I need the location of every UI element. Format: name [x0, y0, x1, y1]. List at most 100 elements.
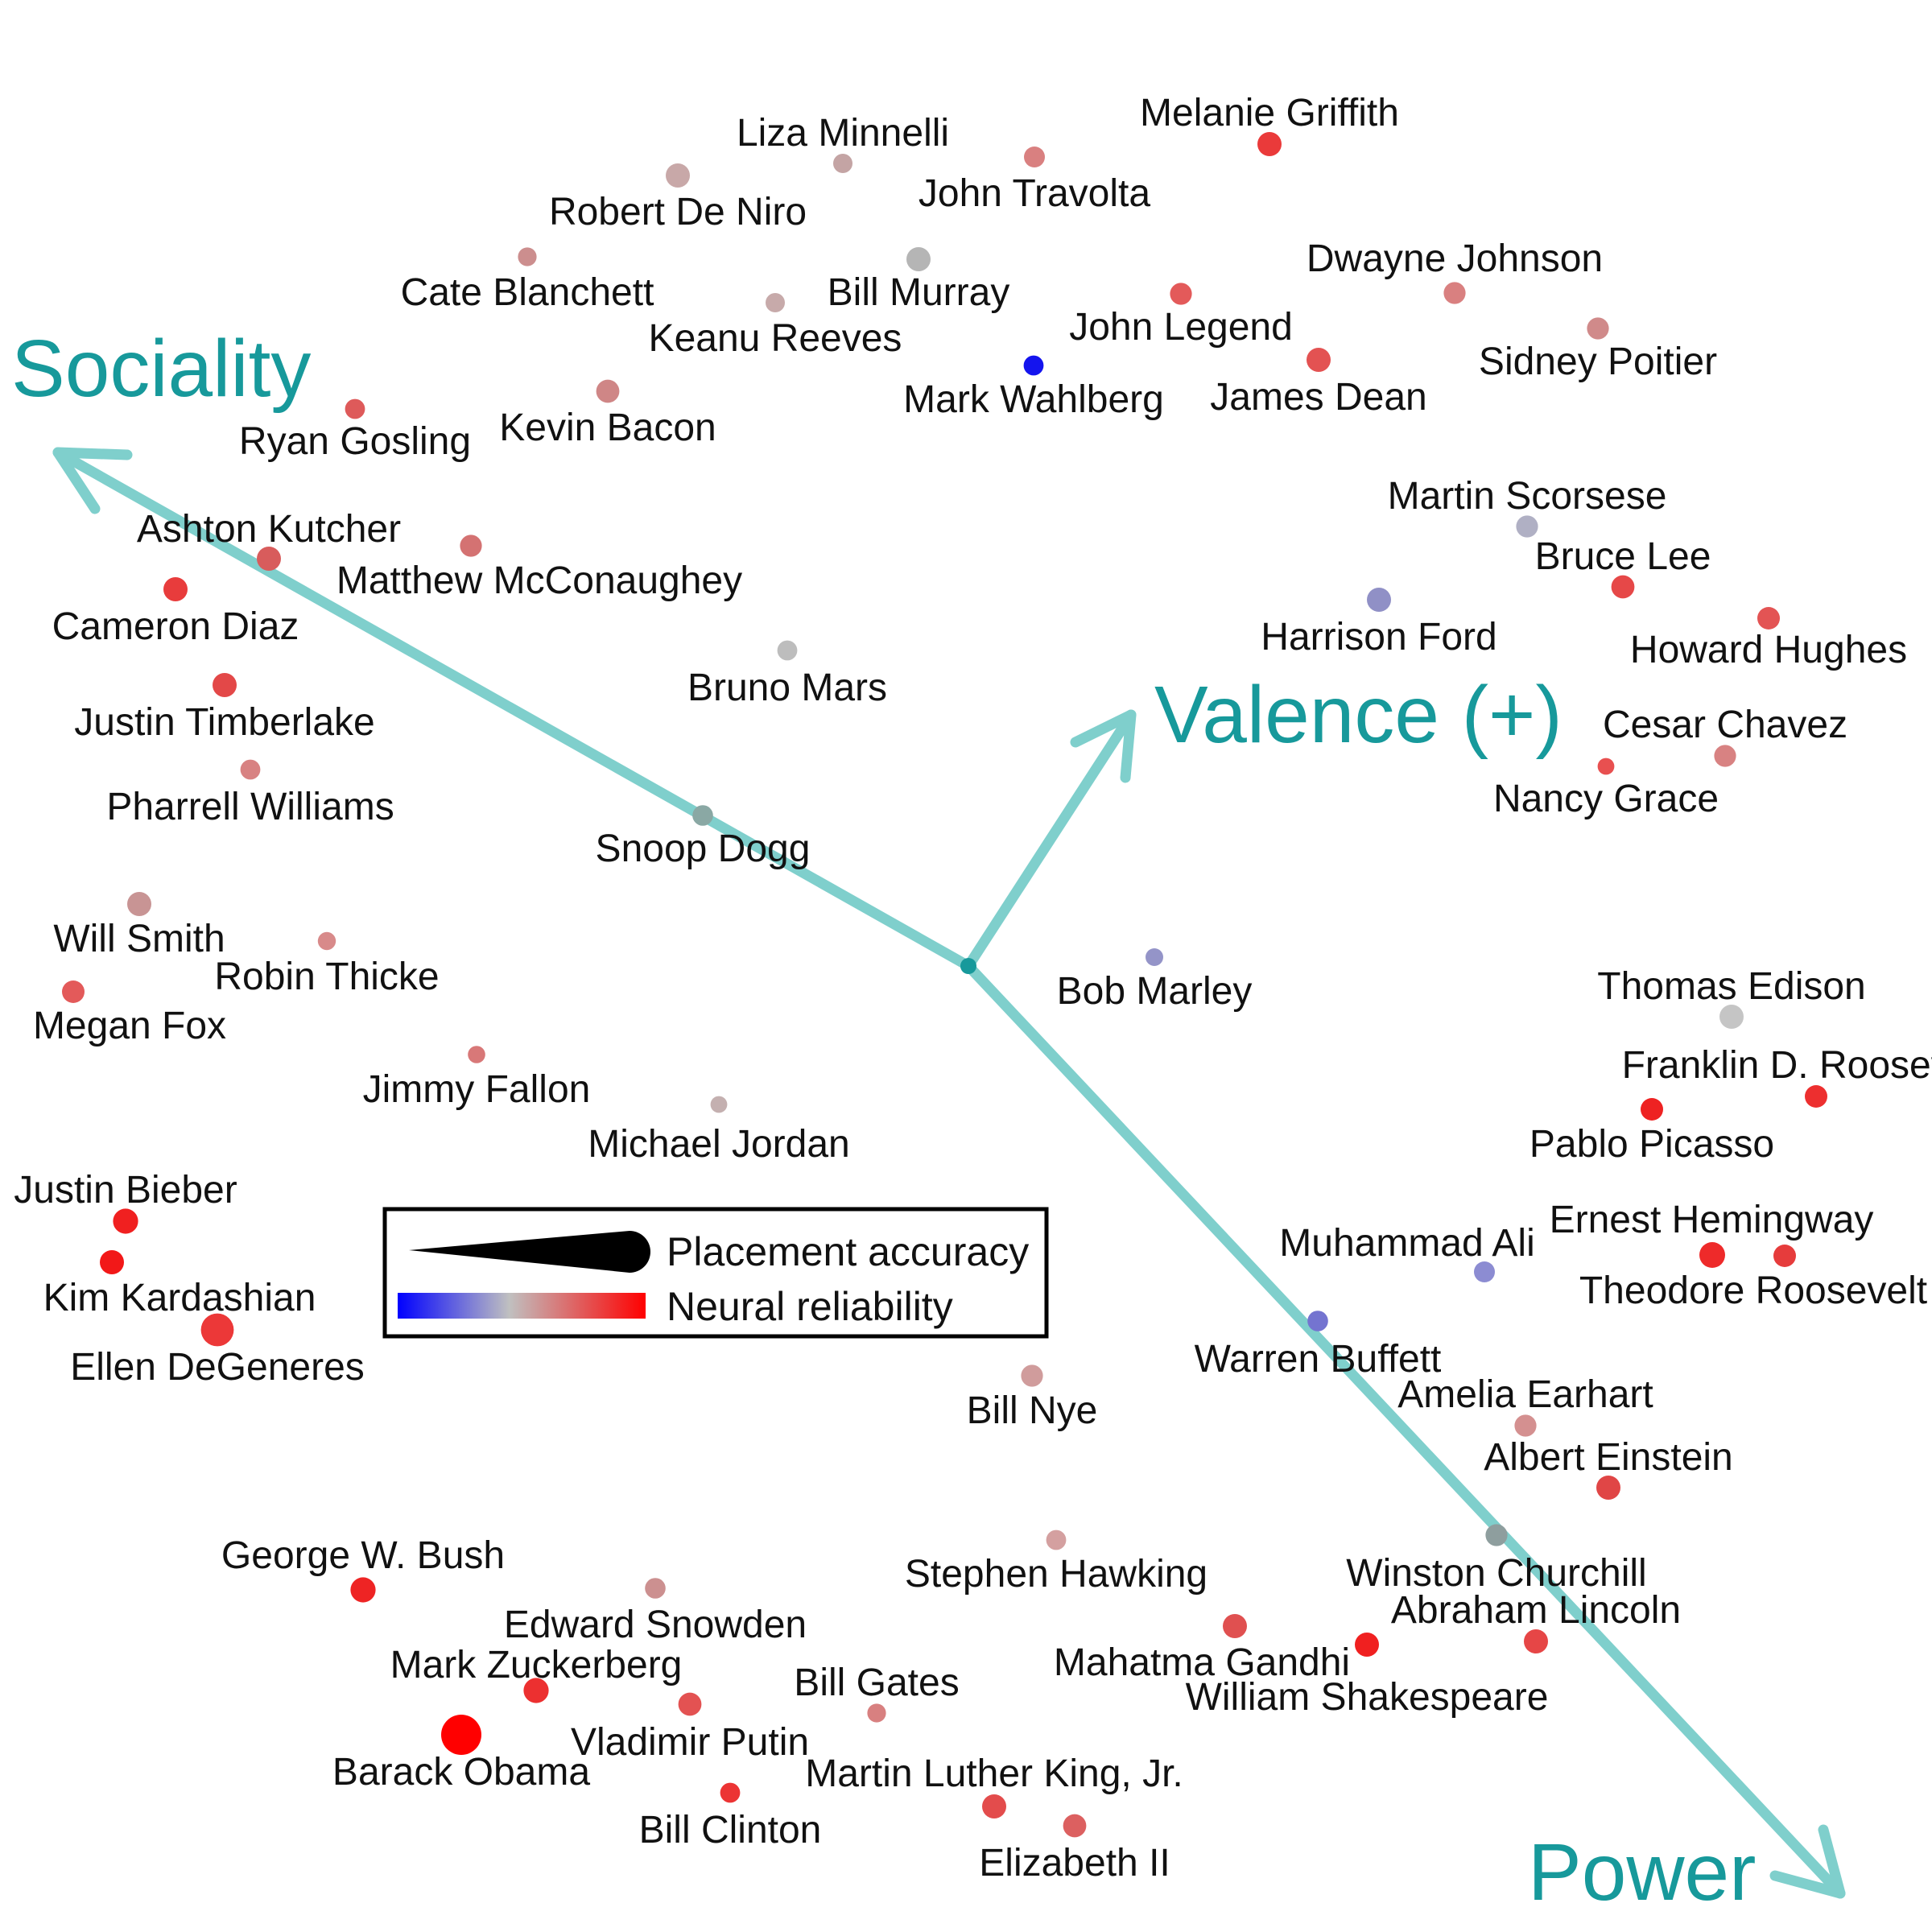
- label-mark-wahlberg: Mark Wahlberg: [903, 378, 1164, 421]
- label-jimmy-fallon: Jimmy Fallon: [363, 1068, 591, 1111]
- label-james-dean: James Dean: [1210, 376, 1426, 419]
- point-bill-murray: [906, 247, 931, 271]
- label-bruce-lee: Bruce Lee: [1535, 535, 1711, 578]
- label-ernest-hemingway: Ernest Hemingway: [1550, 1199, 1874, 1241]
- placement-accuracy-wedge: [409, 1231, 650, 1273]
- label-warren-buffett: Warren Buffett: [1195, 1338, 1442, 1381]
- axes-origin: [960, 958, 976, 974]
- point-theodore-roosevelt: [1773, 1245, 1796, 1267]
- label-keanu-reeves: Keanu Reeves: [649, 317, 902, 360]
- point-edward-snowden: [645, 1578, 666, 1599]
- point-cate-blanchett: [518, 247, 537, 266]
- point-george-w-bush: [350, 1577, 376, 1603]
- point-jimmy-fallon: [468, 1046, 485, 1063]
- label-thomas-edison: Thomas Edison: [1597, 965, 1866, 1008]
- point-justin-timberlake: [213, 673, 237, 697]
- label-mark-zuckerberg: Mark Zuckerberg: [390, 1644, 683, 1686]
- label-cameron-diaz: Cameron Diaz: [52, 605, 299, 648]
- point-bill-clinton: [720, 1782, 741, 1803]
- point-bruce-lee: [1611, 575, 1635, 599]
- point-john-travolta: [1024, 147, 1045, 167]
- point-howard-hughes: [1757, 607, 1780, 630]
- point-kim-kardashian: [100, 1250, 124, 1274]
- legend: Placement accuracy Neural reliability: [382, 1207, 1049, 1339]
- label-mahatma-gandhi: Mahatma Gandhi: [1054, 1641, 1350, 1684]
- point-harrison-ford: [1367, 588, 1391, 612]
- sociality-axis-label: Sociality: [11, 324, 311, 414]
- label-nancy-grace: Nancy Grace: [1493, 778, 1719, 820]
- point-megan-fox: [62, 980, 85, 1003]
- label-cesar-chavez: Cesar Chavez: [1603, 704, 1847, 746]
- label-john-legend: John Legend: [1069, 306, 1293, 349]
- label-martin-luther-king-jr: Martin Luther King, Jr.: [805, 1752, 1183, 1795]
- label-harrison-ford: Harrison Ford: [1261, 616, 1496, 658]
- point-mahatma-gandhi: [1223, 1614, 1247, 1638]
- label-bill-murray: Bill Murray: [828, 271, 1010, 314]
- label-howard-hughes: Howard Hughes: [1630, 629, 1907, 671]
- point-stephen-hawking: [1046, 1530, 1067, 1550]
- point-cameron-diaz: [163, 577, 188, 601]
- point-michael-jordan: [710, 1096, 728, 1113]
- valence-axis-label: Valence (+): [1154, 670, 1563, 760]
- label-pharrell-williams: Pharrell Williams: [106, 786, 394, 828]
- label-vladimir-putin: Vladimir Putin: [571, 1721, 809, 1764]
- point-pablo-picasso: [1641, 1098, 1663, 1121]
- point-barack-obama: [441, 1715, 481, 1755]
- point-albert-einstein: [1596, 1476, 1620, 1500]
- point-melanie-griffith: [1257, 132, 1282, 156]
- label-franklin-d-roosevelt: Franklin D. Roosevelt: [1622, 1044, 1932, 1087]
- label-will-smith: Will Smith: [53, 918, 225, 960]
- point-amelia-earhart: [1514, 1414, 1537, 1437]
- point-pharrell-williams: [240, 759, 261, 780]
- point-ernest-hemingway: [1699, 1242, 1725, 1268]
- label-martin-scorsese: Martin Scorsese: [1388, 475, 1667, 518]
- label-barack-obama: Barack Obama: [332, 1751, 590, 1794]
- label-george-w-bush: George W. Bush: [221, 1534, 505, 1577]
- label-kim-kardashian: Kim Kardashian: [43, 1277, 316, 1319]
- point-will-smith: [127, 892, 151, 916]
- valence-arrowhead: [1070, 709, 1137, 783]
- label-elizabeth-ii: Elizabeth II: [979, 1842, 1170, 1885]
- legend-color-label: Neural reliability: [667, 1284, 953, 1329]
- label-amelia-earhart: Amelia Earhart: [1397, 1373, 1653, 1416]
- label-ellen-degeneres: Ellen DeGeneres: [70, 1346, 365, 1389]
- point-liza-minnelli: [833, 154, 852, 173]
- point-muhammad-ali: [1474, 1261, 1495, 1282]
- point-mark-zuckerberg: [523, 1678, 549, 1703]
- label-abraham-lincoln: Abraham Lincoln: [1391, 1589, 1681, 1632]
- label-john-travolta: John Travolta: [919, 172, 1150, 215]
- label-bruno-mars: Bruno Mars: [687, 667, 887, 709]
- power-arrowhead: [1769, 1824, 1846, 1899]
- label-cate-blanchett: Cate Blanchett: [401, 271, 654, 314]
- point-bill-gates: [867, 1703, 886, 1723]
- point-martin-scorsese: [1516, 515, 1538, 538]
- point-justin-bieber: [113, 1208, 138, 1234]
- point-nancy-grace: [1597, 758, 1615, 775]
- label-snoop-dogg: Snoop Dogg: [596, 828, 811, 870]
- point-martin-luther-king-jr: [982, 1794, 1006, 1818]
- label-pablo-picasso: Pablo Picasso: [1530, 1123, 1774, 1166]
- neural-reliability-gradient: [398, 1293, 646, 1319]
- label-ashton-kutcher: Ashton Kutcher: [137, 508, 401, 551]
- point-bruno-mars: [777, 640, 798, 661]
- power-axis-label: Power: [1528, 1827, 1756, 1918]
- point-abraham-lincoln: [1524, 1629, 1548, 1653]
- point-bob-marley: [1146, 948, 1163, 966]
- valence-axis-arrow: [963, 709, 1137, 972]
- labels-group: Melanie Griffith Liza Minnelli John Travol…: [14, 92, 1932, 1885]
- label-edward-snowden: Edward Snowden: [504, 1604, 807, 1646]
- label-liza-minnelli: Liza Minnelli: [737, 112, 949, 155]
- legend-size-label: Placement accuracy: [667, 1229, 1029, 1274]
- label-bill-nye: Bill Nye: [967, 1389, 1098, 1432]
- point-warren-buffett: [1307, 1311, 1328, 1331]
- label-justin-timberlake: Justin Timberlake: [74, 701, 374, 744]
- label-dwayne-johnson: Dwayne Johnson: [1307, 237, 1603, 280]
- point-cesar-chavez: [1714, 745, 1736, 767]
- points-group: [62, 132, 1827, 1838]
- point-franklin-d-roosevelt: [1805, 1085, 1827, 1108]
- point-james-dean: [1307, 348, 1331, 372]
- sociality-arrowhead: [52, 447, 133, 514]
- label-ryan-gosling: Ryan Gosling: [239, 420, 471, 463]
- label-megan-fox: Megan Fox: [33, 1005, 226, 1047]
- label-justin-bieber: Justin Bieber: [14, 1169, 237, 1212]
